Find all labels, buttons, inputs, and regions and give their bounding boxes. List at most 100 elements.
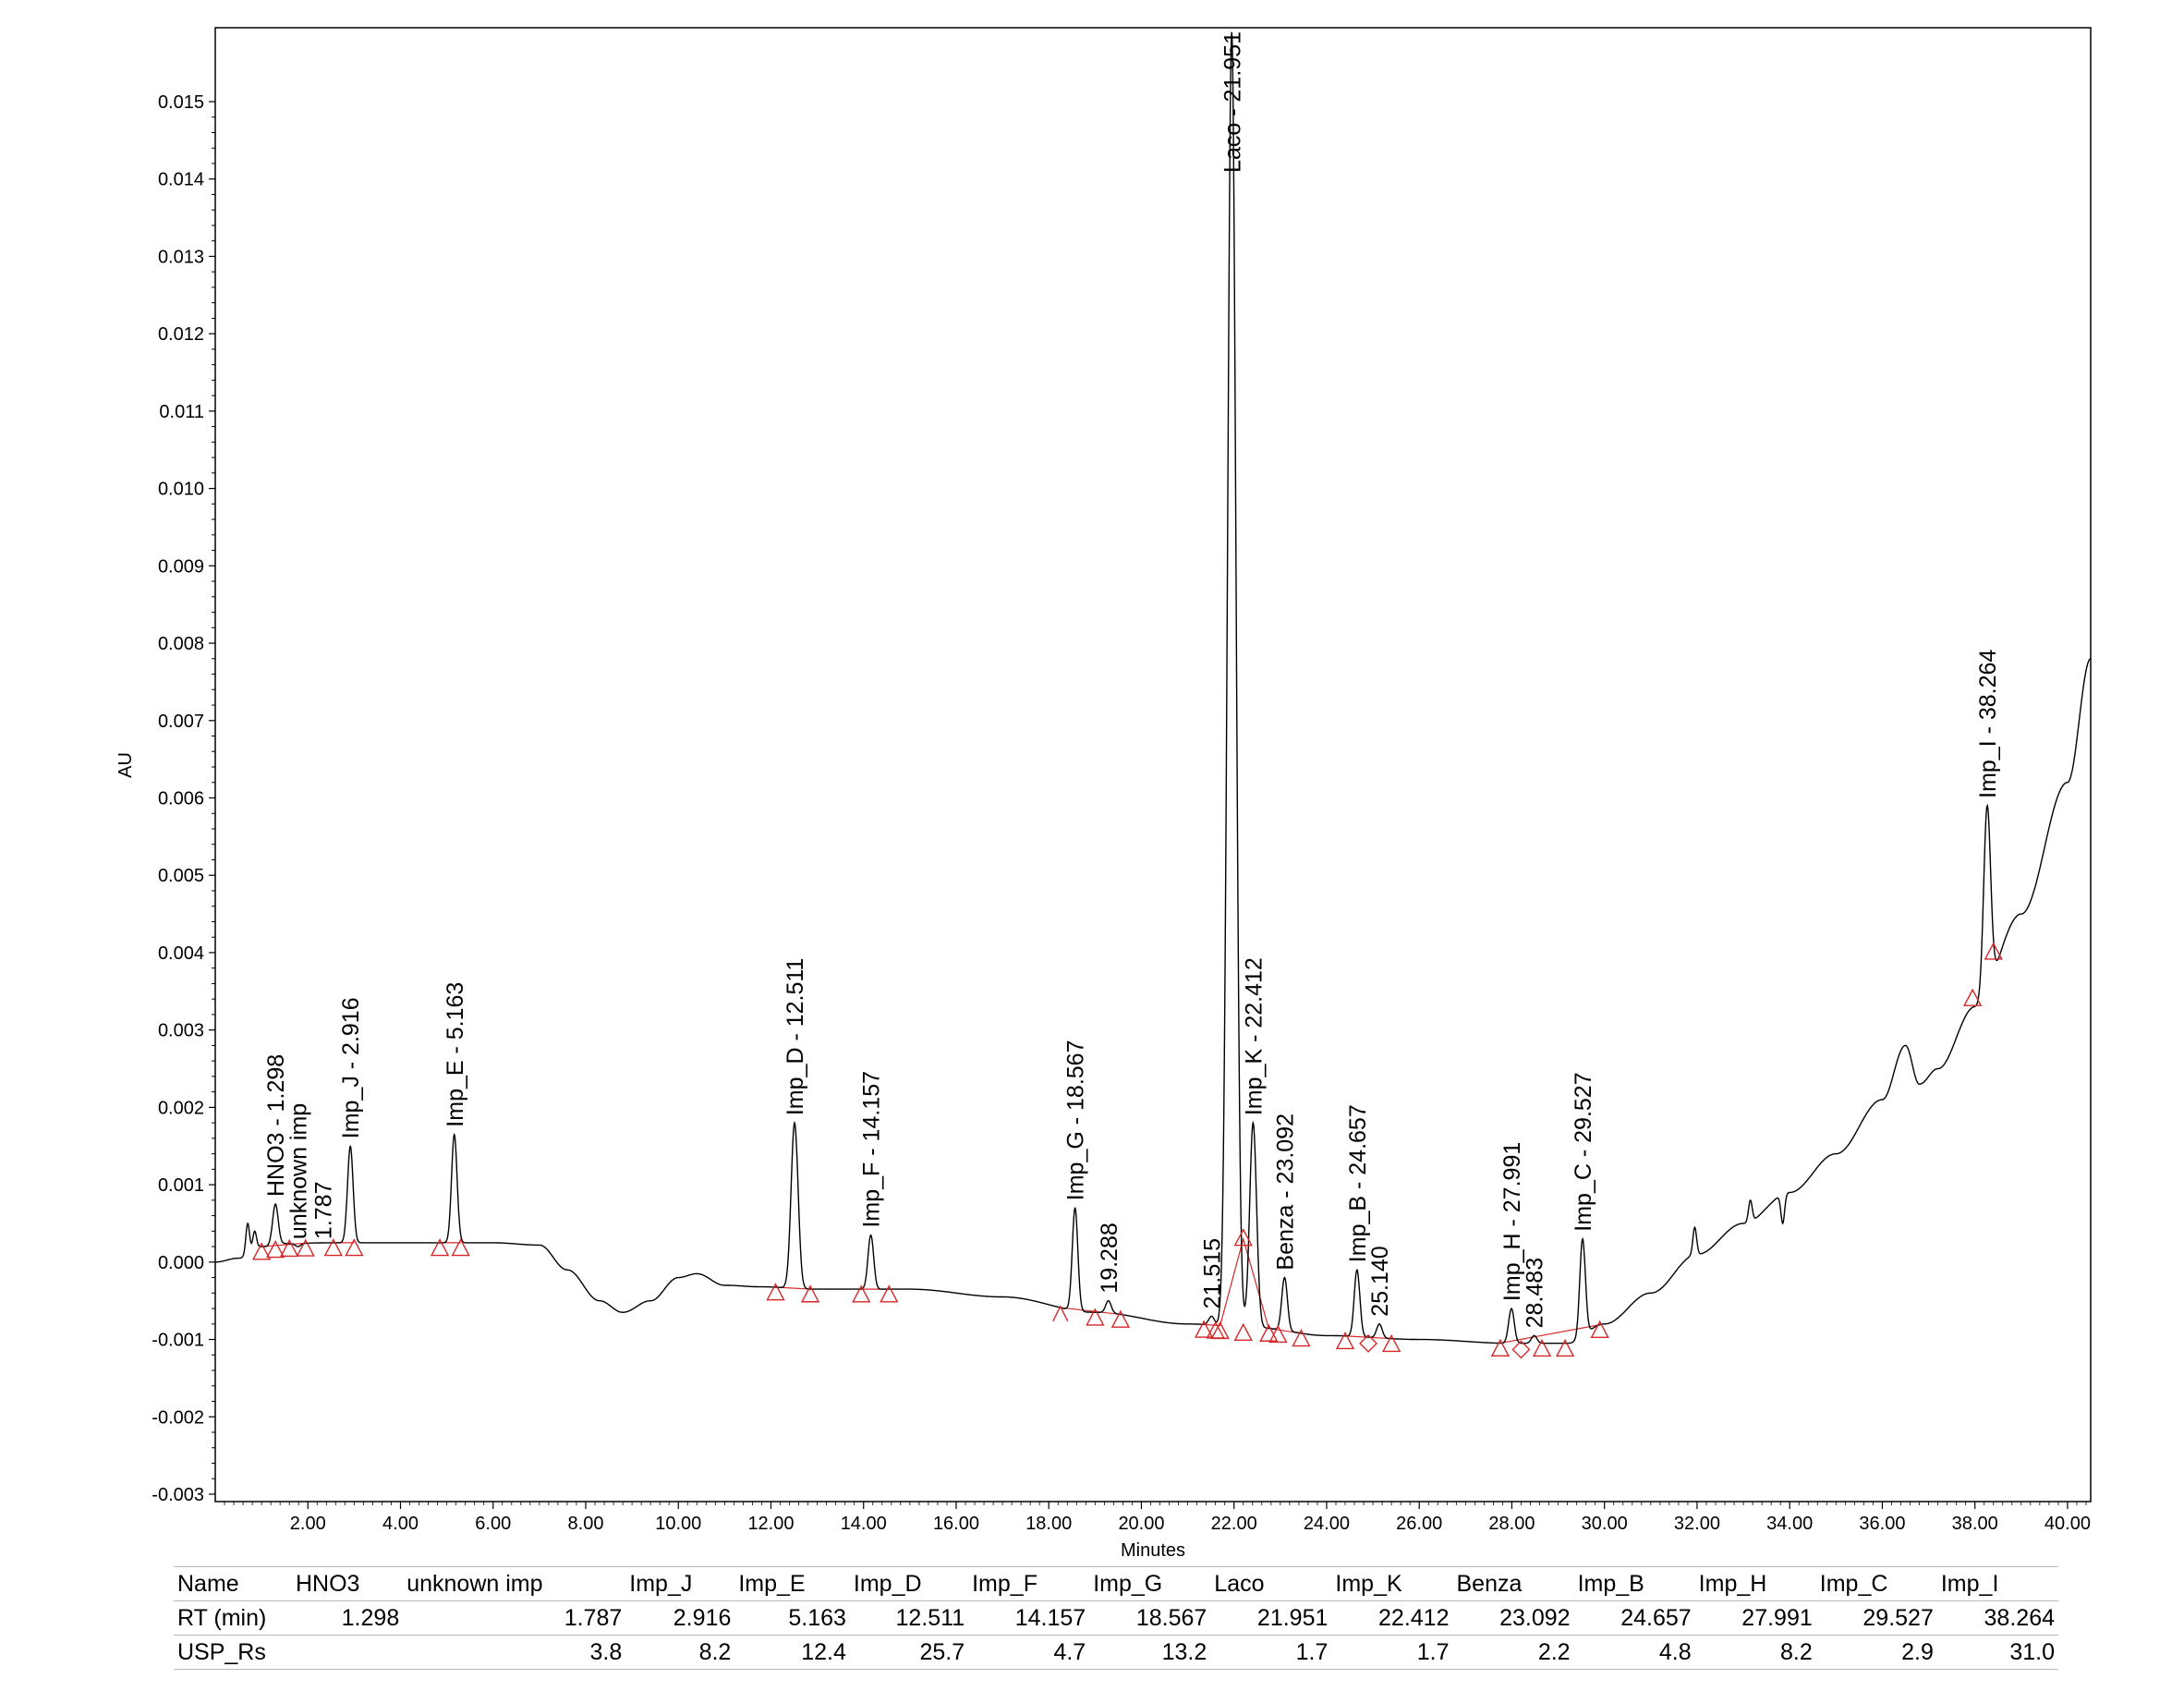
- table-row-header: RT (min): [174, 1600, 292, 1636]
- x-tick-label: 14.00: [841, 1514, 887, 1534]
- peak-marker-triangle: [800, 1284, 820, 1303]
- table-cell: 8.2: [1694, 1635, 1816, 1670]
- table-cell: 13.2: [1089, 1635, 1211, 1670]
- table-column-name: Imp_B: [1573, 1566, 1695, 1601]
- x-tick-label: 18.00: [1025, 1514, 1072, 1534]
- table-cell: 31.0: [1936, 1635, 2058, 1670]
- table-cell: 14.157: [968, 1600, 1090, 1636]
- table-cell: 12.4: [734, 1635, 850, 1670]
- peak-label-secondary: 1.787: [311, 1182, 337, 1240]
- y-axis: 0.015 0.014 0.013 0.012 0.011 0.010 0.009 0.008…: [152, 92, 215, 1505]
- peak-marker-triangle: [766, 1283, 785, 1301]
- table-column-name: Imp_C: [1815, 1566, 1937, 1601]
- x-tick-label: 22.00: [1211, 1514, 1257, 1534]
- peak-marker-triangle: [1532, 1338, 1552, 1357]
- y-tick-label: 0.008: [158, 634, 204, 654]
- peak-label: Imp_H - 27.991: [1499, 1142, 1525, 1301]
- peak-label: 28.483: [1523, 1258, 1548, 1328]
- x-tick-label: 6.00: [475, 1514, 511, 1534]
- table-column-name: Imp_I: [1936, 1566, 2058, 1601]
- x-tick-label: 4.00: [382, 1514, 419, 1534]
- peak-marker-triangle: [296, 1238, 315, 1257]
- peak-marker-triangle: [1963, 988, 1983, 1006]
- y-tick-label: -0.002: [152, 1407, 204, 1428]
- peak-marker-triangle: [1490, 1338, 1511, 1356]
- peak-marker-triangle: [1194, 1320, 1214, 1338]
- peak-marker-triangle: [852, 1284, 871, 1303]
- y-tick-label: 0.006: [158, 789, 204, 809]
- table-column-name: Imp_J: [625, 1566, 735, 1601]
- peak-marker-triangle: [1086, 1308, 1105, 1326]
- integration-markers: [251, 942, 2003, 1359]
- table-cell: 2.2: [1452, 1635, 1574, 1670]
- table-cell: 23.092: [1452, 1600, 1574, 1636]
- y-tick-label: 0.007: [158, 712, 204, 732]
- peak-label: Benza - 23.092: [1272, 1113, 1298, 1271]
- peak-marker-triangle: [280, 1238, 299, 1258]
- peak-label: Imp_K - 22.412: [1241, 957, 1267, 1115]
- table-cell: 27.991: [1694, 1600, 1816, 1636]
- x-tick-label: 24.00: [1304, 1514, 1350, 1534]
- peak-marker-triangle: [1210, 1320, 1230, 1340]
- peak-label: Imp_C - 29.527: [1571, 1072, 1596, 1231]
- x-tick-label: 12.00: [747, 1514, 794, 1534]
- table-cell: 1.787: [403, 1600, 626, 1636]
- table-column-name: Imp_E: [734, 1566, 850, 1601]
- x-tick-label: 32.00: [1674, 1514, 1720, 1534]
- y-tick-label: 0.005: [158, 866, 204, 886]
- peak-marker-triangle: [345, 1238, 364, 1257]
- table-cell: 5.163: [734, 1600, 850, 1636]
- x-tick-label: 34.00: [1766, 1514, 1813, 1534]
- peak-marker-triangle: [1233, 1322, 1253, 1341]
- table-cell: 22.412: [1331, 1600, 1453, 1636]
- y-tick-label: 0.002: [158, 1098, 204, 1118]
- baseline-segment: [261, 1242, 306, 1247]
- y-tick-label: 0.015: [158, 92, 204, 113]
- x-tick-label: 40.00: [2044, 1514, 2091, 1534]
- peak-marker-triangle: [1292, 1329, 1311, 1347]
- baseline-segment: [1060, 1307, 1121, 1316]
- y-tick-label: -0.001: [152, 1331, 204, 1351]
- chromatogram-trace: [215, 31, 2092, 1344]
- x-tick-label: 2.00: [290, 1514, 326, 1534]
- peak-marker-triangle: [1984, 942, 2003, 960]
- peak-marker-caret: [1052, 1305, 1069, 1322]
- y-tick-label: 0.014: [158, 170, 204, 190]
- table-column-name: Imp_H: [1694, 1566, 1816, 1601]
- y-tick-label: -0.003: [152, 1485, 204, 1505]
- table-row-header: Name: [174, 1566, 292, 1601]
- peak-marker-triangle: [451, 1238, 470, 1257]
- peak-marker-diamond: [1511, 1340, 1531, 1359]
- table-column-name: Laco: [1210, 1566, 1332, 1601]
- table-cell: 4.8: [1573, 1635, 1695, 1670]
- x-tick-label: 20.00: [1118, 1514, 1164, 1534]
- y-tick-label: 0.013: [158, 247, 204, 267]
- x-tick-label: 10.00: [655, 1514, 701, 1534]
- x-tick-label: 26.00: [1396, 1514, 1442, 1534]
- y-tick-label: 0.001: [158, 1175, 204, 1196]
- x-tick-label: 30.00: [1582, 1514, 1628, 1534]
- peak-marker-triangle: [1268, 1324, 1288, 1344]
- chromatogram-chart: 0.015 0.014 0.013 0.012 0.011 0.010 0.009 0.008…: [115, 27, 2092, 1561]
- peak-label: Imp_J - 2.916: [338, 997, 364, 1138]
- peak-label: Imp_I - 38.264: [1975, 650, 2001, 798]
- peak-label: Imp_B - 24.657: [1345, 1104, 1371, 1262]
- peak-label: Imp_D - 12.511: [783, 958, 808, 1115]
- table-column-name: Benza: [1452, 1566, 1574, 1601]
- peak-marker-triangle: [1381, 1333, 1401, 1353]
- x-tick-label: 36.00: [1859, 1514, 1905, 1534]
- results-table: Name HNO3 unknown imp Imp_J Imp_E Imp_D Imp_F I…: [174, 1566, 2058, 1670]
- table-column-name: Imp_F: [968, 1566, 1090, 1601]
- y-tick-label: 0.003: [158, 1021, 204, 1041]
- integration-baselines: [261, 1236, 1600, 1344]
- table-cell: 25.7: [849, 1635, 969, 1670]
- table-row-header: USP_Rs: [174, 1635, 292, 1670]
- x-tick-label: 28.00: [1488, 1514, 1535, 1534]
- plot-area-frame: [214, 27, 2092, 1502]
- peak-marker-triangle: [265, 1240, 285, 1259]
- peak-marker-triangle: [251, 1242, 272, 1260]
- table-cell: 2.916: [625, 1600, 735, 1636]
- table-cell: 2.9: [1815, 1635, 1937, 1670]
- table-row: USP_Rs 3.8 8.2 12.4 25.7 4.7 13.2 1.7 1.7 2.2 4.8 8…: [174, 1635, 2058, 1670]
